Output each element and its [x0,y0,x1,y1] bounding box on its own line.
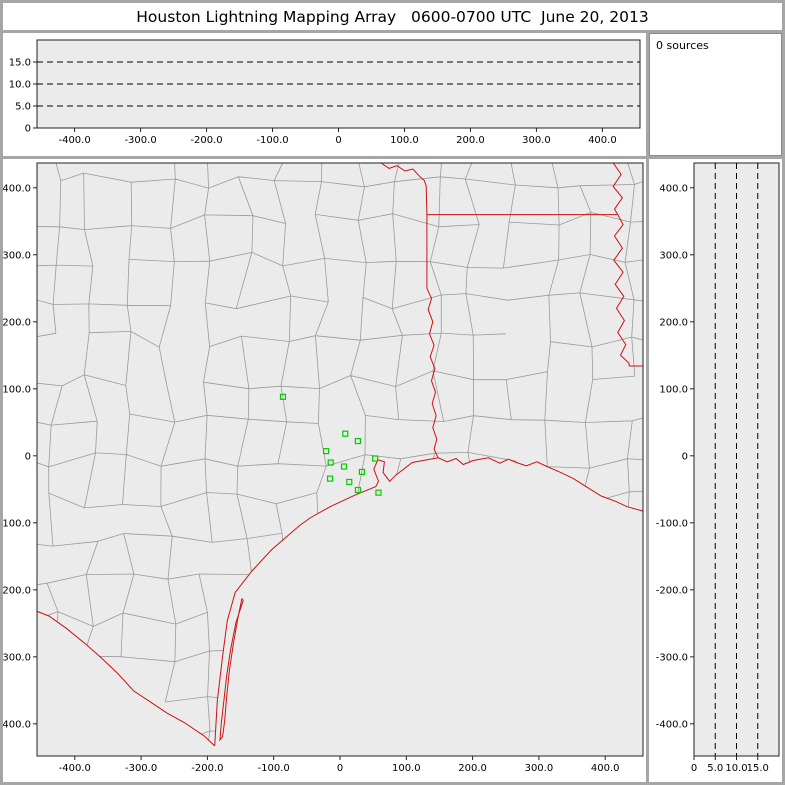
lma-station-marker [354,486,362,494]
svg-text:400.0: 400.0 [591,763,620,774]
svg-text:-400.0: -400.0 [58,135,90,146]
altitude-gridlines [714,163,759,756]
svg-text:200.0: 200.0 [3,317,31,328]
svg-text:0: 0 [25,124,31,135]
svg-text:100.0: 100.0 [392,763,421,774]
svg-text:-300.0: -300.0 [124,135,156,146]
altitude-east-west-plot[interactable]: -400.0 -300.0 -200.0 -100.0 0 100.0 200.0 300.0… [3,33,646,156]
lma-station-marker [354,437,362,445]
svg-text:100.0: 100.0 [659,384,688,395]
svg-text:100.0: 100.0 [3,384,31,395]
svg-text:0: 0 [335,135,341,146]
svg-text:300.0: 300.0 [525,763,554,774]
lma-station-marker [322,448,330,455]
svg-text:400.0: 400.0 [588,135,617,146]
svg-text:0: 0 [337,763,343,774]
svg-text:200.0: 200.0 [456,135,485,146]
page-title: Houston Lightning Mapping Array 0600-070… [136,7,649,26]
svg-text:0: 0 [691,763,697,774]
altitude-north-south-panel: 0 5.0 10.0 15.0 400.0 300.0 200.0 100.0 0 -100.0 -… [649,159,782,782]
svg-text:-100.0: -100.0 [3,518,31,529]
lma-station-marker [375,489,382,496]
lma-station-marker [340,463,348,470]
svg-text:-300.0: -300.0 [3,652,31,663]
svg-text:-100.0: -100.0 [258,763,290,774]
altitude-gridlines [37,61,640,107]
coastline [214,457,643,746]
mississippi-river [612,163,630,366]
title-bar: Houston Lightning Mapping Array 0600-070… [3,3,782,30]
svg-text:15.0: 15.0 [9,58,31,69]
svg-text:-200.0: -200.0 [656,585,688,596]
svg-text:300.0: 300.0 [3,250,31,261]
svg-text:300.0: 300.0 [522,135,551,146]
svg-text:300.0: 300.0 [659,250,688,261]
svg-text:-400.0: -400.0 [656,719,688,730]
svg-text:-300.0: -300.0 [656,652,688,663]
y-axis-tick-labels: 400.0 300.0 200.0 100.0 0 -100.0 -200.0 -300.0 -… [3,183,37,730]
red-river-border [380,163,428,215]
svg-text:-200.0: -200.0 [191,763,223,774]
source-count-panel: 0 sources [649,33,782,156]
svg-text:5.0: 5.0 [15,102,31,113]
y-axis-tick-labels: 15.0 10.0 5.0 0 [9,58,37,135]
svg-text:400.0: 400.0 [659,183,688,194]
svg-text:200.0: 200.0 [659,317,688,328]
tx-la-border [426,214,439,459]
svg-text:400.0: 400.0 [3,183,31,194]
lma-station-marker [346,478,353,486]
plan-view-map-plot[interactable]: -400.0 -300.0 -200.0 -100.0 0 100.0 200.0 300.0… [3,159,646,782]
x-axis-tick-labels: 0 5.0 10.015.0 [691,756,769,774]
svg-text:-400.0: -400.0 [3,719,31,730]
lma-station-markers [279,393,382,496]
svg-text:0: 0 [25,451,31,462]
svg-text:0: 0 [682,451,688,462]
map-background [37,163,643,756]
altitude-east-west-panel: -400.0 -300.0 -200.0 -100.0 0 100.0 200.0 300.0… [3,33,646,156]
svg-text:100.0: 100.0 [390,135,419,146]
svg-text:-300.0: -300.0 [125,763,157,774]
lma-station-marker [372,455,379,462]
plan-view-map-panel: -400.0 -300.0 -200.0 -100.0 0 100.0 200.0 300.0… [3,159,646,782]
rio-grande [37,610,216,747]
svg-text:5.0: 5.0 [707,763,723,774]
svg-text:200.0: 200.0 [458,763,487,774]
lma-station-marker [326,475,334,482]
svg-text:15.0: 15.0 [747,763,769,774]
lma-station-marker [279,393,287,400]
svg-text:-100.0: -100.0 [256,135,288,146]
svg-text:-100.0: -100.0 [656,518,688,529]
lma-station-marker [327,459,334,466]
lma-station-marker [358,468,365,475]
lma-station-marker [342,430,349,437]
state-borders-and-coastline [37,163,643,747]
altitude-north-south-plot[interactable]: 0 5.0 10.015.0 400.0 300.0 200.0 100.0 0 -100.0 -… [649,159,782,782]
svg-text:-200.0: -200.0 [190,135,222,146]
svg-text:-200.0: -200.0 [3,585,31,596]
source-count-label: 0 sources [656,39,709,52]
padre-island [219,598,244,742]
x-axis-tick-labels: -400.0 -300.0 -200.0 -100.0 0 100.0 200.0 300.0… [59,756,620,774]
x-axis-tick-labels: -400.0 -300.0 -200.0 -100.0 0 100.0 200.0 300.0… [58,128,617,146]
svg-text:10.0: 10.0 [9,80,31,91]
y-axis-tick-labels: 400.0 300.0 200.0 100.0 0 -100.0 -200.0 -300.0 -… [656,183,694,730]
svg-text:10.0: 10.0 [725,763,747,774]
svg-text:-400.0: -400.0 [59,763,91,774]
